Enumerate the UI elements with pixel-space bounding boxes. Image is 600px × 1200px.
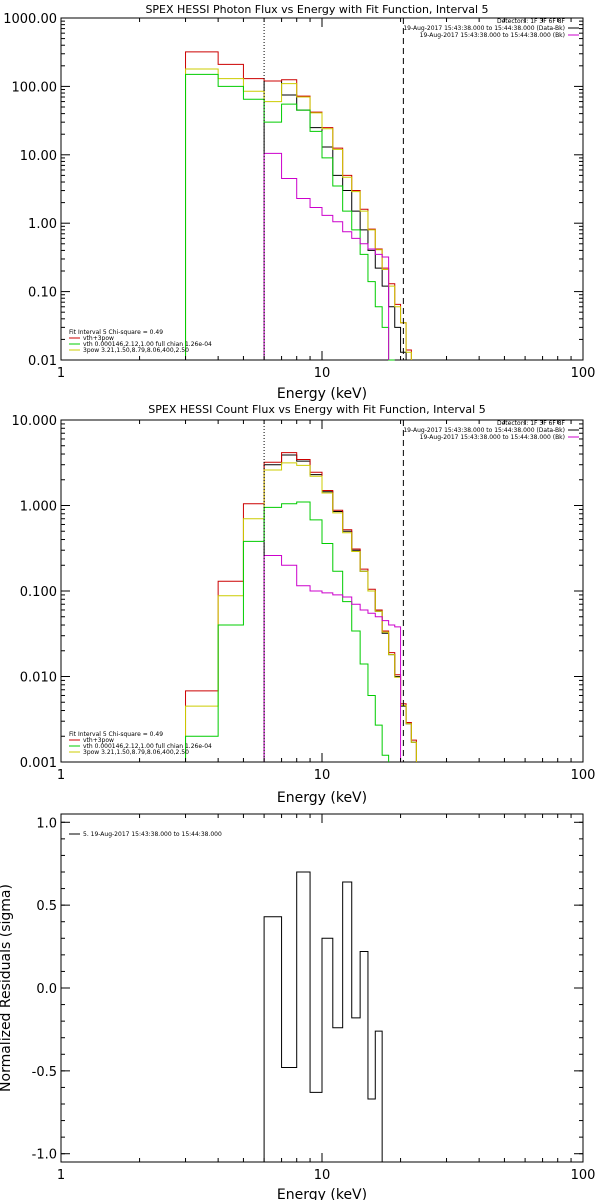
count-flux-x-tick-label: 10	[314, 768, 331, 783]
photon-flux-legend-line-4: 3pow 3.21,1.50,8.79,8.06,400,2.50	[83, 347, 189, 354]
count-flux-info-line-1: Detectors: 1F 3F 6F 8F	[497, 420, 566, 427]
photon-flux-y-tick-label: 0.10	[28, 286, 57, 301]
photon-flux-info-line-3: 19-Aug-2017 15:43:38.000 to 15:44:38.000…	[420, 32, 565, 39]
photon-flux-info-line-2: 19-Aug-2017 15:43:38.000 to 15:44:38.000…	[403, 25, 565, 32]
residuals-x-tick-label: 10	[314, 1168, 331, 1183]
count-flux-y-tick-label: 0.100	[20, 585, 57, 600]
count-flux-y-tick-label: 10.000	[12, 414, 58, 429]
count-flux-panel: SPEX HESSI Count Flux vs Energy with Fit…	[12, 403, 596, 806]
photon-flux-series-5	[263, 152, 390, 360]
residuals-ylabel: Normalized Residuals (sigma)	[0, 884, 14, 1092]
photon-flux-y-tick-label: 1.00	[28, 217, 57, 232]
count-flux-x-tick-label: 100	[571, 768, 596, 783]
photon-flux-y-tick-label: 1000.00	[3, 12, 57, 27]
count-flux-series-5	[263, 555, 402, 762]
residuals-y-tick-label: 0.5	[36, 899, 57, 914]
photon-flux-x-tick-label: 10	[314, 366, 331, 381]
residuals-panel: 1 10 100 -1.0 -0.5 0.0 0.5 1.0 5. 19-Aug-2017 1…	[0, 813, 596, 1200]
photon-flux-legend-line-3: vth 0.000146,2.12,1.00 full chian 1.26e-…	[83, 341, 212, 348]
count-flux-y-tick-label: 1.000	[20, 500, 57, 515]
count-flux-title: SPEX HESSI Count Flux vs Energy with Fit…	[148, 403, 485, 416]
count-flux-xlabel: Energy (keV)	[277, 790, 367, 806]
count-flux-legend-line-2: vth+3pow	[83, 737, 114, 744]
residuals-x-tick-label: 1	[57, 1168, 65, 1183]
count-flux-x-tick-label: 1	[57, 768, 65, 783]
residuals-y-tick-label: -0.5	[32, 1065, 57, 1080]
count-flux-series-4	[185, 501, 390, 762]
photon-flux-y-tick-label: 10.00	[20, 149, 57, 164]
residuals-x-tick-label: 100	[571, 1168, 596, 1183]
photon-flux-x-tick-label: 100	[571, 366, 596, 381]
photon-flux-info-line-1: Detectors: 1F 3F 6F 8F	[497, 18, 566, 25]
count-flux-info-line-2: 19-Aug-2017 15:43:38.000 to 15:44:38.000…	[403, 427, 565, 434]
photon-flux-xlabel: Energy (keV)	[277, 386, 367, 402]
count-flux-legend-line-3: vth 0.000146,2.12,1.00 full chian 1.26e-…	[83, 743, 212, 750]
count-flux-legend-line-1: Fit Interval 5 Chi-square = 0.49	[69, 731, 163, 738]
residuals-y-tick-label: 0.0	[36, 982, 57, 997]
residuals-legend-line-1: 5. 19-Aug-2017 15:43:38.000 to 15:44:38.…	[83, 831, 222, 838]
count-flux-y-tick-label: 0.010	[20, 671, 57, 686]
residuals-y-tick-label: -1.0	[32, 1148, 57, 1163]
photon-flux-y-tick-label: 100.00	[12, 80, 58, 95]
photon-flux-series-4	[185, 73, 395, 361]
photon-flux-x-tick-label: 1	[57, 366, 65, 381]
photon-flux-legend-line-1: Fit Interval 5 Chi-square = 0.49	[69, 329, 163, 336]
count-flux-legend-line-4: 3pow 3.21,1.50,8.79,8.06,400,2.50	[83, 749, 189, 756]
count-flux-y-tick-label: 0.001	[20, 756, 57, 771]
photon-flux-legend-line-2: vth+3pow	[83, 335, 114, 342]
count-flux-info-line-3: 19-Aug-2017 15:43:38.000 to 15:44:38.000…	[420, 434, 565, 441]
residuals-y-tick-label: 1.0	[36, 816, 57, 831]
photon-flux-y-tick-label: 0.01	[28, 354, 57, 369]
photon-flux-title: SPEX HESSI Photon Flux vs Energy with Fi…	[145, 3, 488, 16]
residuals-xlabel: Energy (keV)	[277, 1187, 367, 1200]
photon-flux-panel: SPEX HESSI Photon Flux vs Energy with Fi…	[3, 3, 595, 402]
residuals-series-1	[263, 871, 383, 1162]
